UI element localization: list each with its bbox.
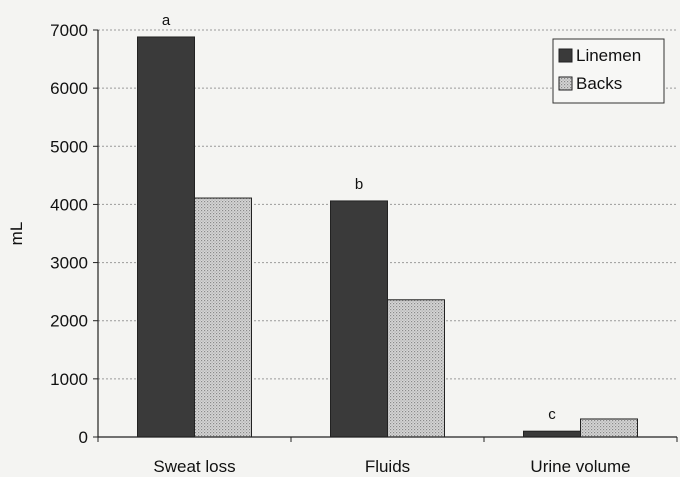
bar-backs xyxy=(387,299,445,438)
legend-label: Backs xyxy=(576,74,622,93)
annotation-label: c xyxy=(548,406,556,423)
annotations: a b c xyxy=(162,12,556,423)
bar-linemen xyxy=(330,200,388,438)
y-tick-label: 2000 xyxy=(50,312,88,331)
y-tick-label: 7000 xyxy=(50,21,88,40)
bar-linemen xyxy=(137,36,195,438)
y-axis-title: mL xyxy=(7,222,26,246)
y-tick-label: 3000 xyxy=(50,254,88,273)
annotation-label: b xyxy=(355,176,363,193)
annotation-label: a xyxy=(162,12,171,29)
legend-swatch xyxy=(558,48,573,63)
x-category-label: Sweat loss xyxy=(153,457,235,476)
bar-backs xyxy=(194,197,252,438)
legend-swatch xyxy=(558,76,573,91)
y-tick-label: 6000 xyxy=(50,79,88,98)
y-tick-label: 5000 xyxy=(50,137,88,156)
bar-linemen xyxy=(523,430,581,438)
y-tick-label: 0 xyxy=(79,428,88,447)
bar-backs xyxy=(580,418,638,438)
x-category-labels: Sweat loss Fluids Urine volume xyxy=(153,457,630,476)
bars xyxy=(137,36,638,438)
x-category-label: Fluids xyxy=(365,457,410,476)
x-category-label: Urine volume xyxy=(530,457,630,476)
legend: Linemen Backs xyxy=(552,38,665,104)
legend-label: Linemen xyxy=(576,46,641,65)
y-tick-label: 4000 xyxy=(50,195,88,214)
y-tick-labels: 0 1000 2000 3000 4000 5000 6000 7000 xyxy=(50,21,88,447)
y-tick-label: 1000 xyxy=(50,370,88,389)
axes xyxy=(93,29,678,442)
